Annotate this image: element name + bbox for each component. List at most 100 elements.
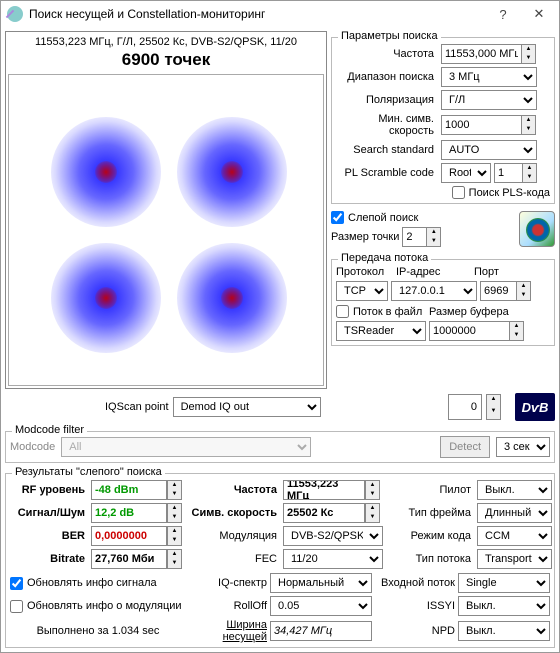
- range-label: Диапазон поиска: [336, 71, 438, 83]
- freq-input[interactable]: ▲▼: [441, 44, 536, 64]
- constellation-canvas: [8, 74, 324, 386]
- cluster-tl: [51, 117, 161, 227]
- npd-select[interactable]: Выкл.: [458, 621, 550, 641]
- ber-input[interactable]: 0,0000000▲▼: [91, 526, 187, 546]
- npd-label: NPD: [375, 625, 455, 637]
- done-label: Выполнено за 1.034 sec: [10, 625, 186, 637]
- detect-button: Detect: [440, 436, 490, 458]
- ip-select[interactable]: 127.0.0.1: [391, 281, 477, 301]
- results-group: Результаты "слепого" поиска RF уровень -…: [5, 473, 555, 648]
- rf-input[interactable]: -48 dBm▲▼: [91, 480, 187, 500]
- issyi-label: ISSYI: [375, 600, 455, 612]
- modcode-group: Modcode filter Modcode All Detect 3 сек: [5, 431, 555, 463]
- plscr-num[interactable]: ▲▼: [494, 163, 537, 183]
- mod-select[interactable]: DVB-S2/QPSK: [283, 526, 383, 546]
- resfreq-input[interactable]: 11553,223 МГц▲▼: [283, 480, 385, 500]
- codemode-select[interactable]: CCM: [477, 526, 552, 546]
- bufsize-input[interactable]: ▲▼: [429, 321, 524, 341]
- snr-input[interactable]: 12,2 dB▲▼: [91, 503, 187, 523]
- proto-select[interactable]: TCP: [336, 281, 388, 301]
- ber-label: BER: [10, 530, 88, 542]
- streamtype-label: Тип потока: [388, 553, 474, 565]
- instream-label: Входной поток: [375, 577, 455, 589]
- iqscan-select[interactable]: Demod IQ out: [173, 397, 321, 417]
- snr-label: Сигнал/Шум: [10, 507, 88, 519]
- std-select[interactable]: AUTO: [441, 140, 537, 160]
- right-panel: Параметры поиска Частота ▲▼ Диапазон пои…: [331, 31, 555, 389]
- content: 11553,223 МГц, Г/Л, 25502 Кс, DVB-S2/QPS…: [1, 27, 559, 652]
- blind-search-checkbox[interactable]: Слепой поиск: [331, 211, 418, 224]
- mod-label: Модуляция: [190, 530, 280, 542]
- frame-select[interactable]: Длинный: [477, 503, 552, 523]
- upd-mod-checkbox[interactable]: Обновлять инфо о модуляции: [10, 600, 186, 613]
- modcode-legend: Modcode filter: [12, 424, 87, 436]
- titlebar: Поиск несущей и Constellation-мониторинг…: [1, 1, 559, 27]
- pilot-label: Пилот: [388, 484, 474, 496]
- app-icon: [7, 6, 23, 22]
- freq-label: Частота: [336, 48, 438, 60]
- resfreq-label: Частота: [190, 484, 280, 496]
- pointsize-label: Размер точки: [331, 231, 399, 243]
- modcode-select: All: [61, 437, 311, 457]
- iqscan-label: IQScan point: [105, 401, 169, 413]
- stream-group: Передача потока Протокол IP-адрес Порт T…: [331, 259, 555, 346]
- constellation-info: 11553,223 МГц, Г/Л, 25502 Кс, DVB-S2/QPS…: [35, 36, 297, 48]
- null-readout: 0: [448, 394, 482, 420]
- port-input[interactable]: ▲▼: [480, 281, 531, 301]
- fec-select[interactable]: 11/20: [283, 549, 383, 569]
- pol-select[interactable]: Г/Л: [441, 90, 537, 110]
- iqscan-row: IQScan point Demod IQ out 0 ▲▼ DѵB: [5, 393, 555, 421]
- null-down[interactable]: ▼: [487, 407, 500, 419]
- minsr-input[interactable]: ▲▼: [441, 115, 536, 135]
- pls-search-checkbox[interactable]: Поиск PLS-кода: [452, 186, 550, 199]
- port-label: Порт: [474, 266, 499, 278]
- pilot-select[interactable]: Выкл.: [477, 480, 552, 500]
- main-window: Поиск несущей и Constellation-мониторинг…: [0, 0, 560, 653]
- detect-time-select[interactable]: 3 сек: [496, 437, 550, 457]
- plscr-label: PL Scramble code: [336, 167, 438, 179]
- cluster-tr: [177, 117, 287, 227]
- br-label: Bitrate: [10, 553, 88, 565]
- null-up[interactable]: ▲: [487, 395, 500, 407]
- ip-label: IP-адрес: [396, 266, 466, 278]
- streamtype-select[interactable]: Transport: [477, 549, 552, 569]
- iqspec-label: IQ-спектр: [189, 577, 267, 589]
- plscr-select[interactable]: Root: [441, 163, 491, 183]
- tofile-checkbox[interactable]: Поток в файл: [336, 305, 426, 318]
- sr-label: Симв. скорость: [190, 507, 280, 519]
- rolloff-label: RollOff: [189, 600, 267, 612]
- rolloff-select[interactable]: 0.05: [270, 596, 372, 616]
- bw-input[interactable]: [270, 621, 372, 641]
- proto-label: Протокол: [336, 266, 388, 278]
- sr-input[interactable]: 25502 Кс▲▼: [283, 503, 385, 523]
- stream-legend: Передача потока: [338, 252, 431, 264]
- br-input[interactable]: 27,760 Мби▲▼: [91, 549, 187, 569]
- minsr-label: Мин. симв. скорость: [336, 113, 438, 137]
- pol-label: Поляризация: [336, 94, 438, 106]
- fec-label: FEC: [190, 553, 280, 565]
- results-legend: Результаты "слепого" поиска: [12, 466, 165, 478]
- bufsize-label: Размер буфера: [429, 306, 509, 318]
- close-button[interactable]: ✕: [521, 1, 557, 27]
- cluster-bl: [51, 243, 161, 353]
- constellation-panel: 11553,223 МГц, Г/Л, 25502 Кс, DVB-S2/QPS…: [5, 31, 327, 389]
- rf-label: RF уровень: [10, 484, 88, 496]
- search-legend: Параметры поиска: [338, 30, 441, 42]
- pointsize-input[interactable]: ▲▼: [402, 227, 441, 247]
- search-params-group: Параметры поиска Частота ▲▼ Диапазон пои…: [331, 37, 555, 204]
- codemode-label: Режим кода: [388, 530, 474, 542]
- range-select[interactable]: 3 МГц: [441, 67, 537, 87]
- app-logo-icon: [519, 211, 555, 247]
- std-label: Search standard: [336, 144, 438, 156]
- help-button[interactable]: ?: [485, 1, 521, 27]
- upd-sig-checkbox[interactable]: Обновлять инфо сигнала: [10, 577, 186, 590]
- iqspec-select[interactable]: Нормальный: [270, 573, 372, 593]
- instream-select[interactable]: Single: [458, 573, 550, 593]
- modcode-label: Modcode: [10, 441, 55, 453]
- bw-label: Ширина несущей: [189, 619, 267, 643]
- frame-label: Тип фрейма: [388, 507, 474, 519]
- reader-select[interactable]: TSReader: [336, 321, 426, 341]
- issyi-select[interactable]: Выкл.: [458, 596, 550, 616]
- cluster-br: [177, 243, 287, 353]
- dvb-logo-icon: DѵB: [515, 393, 555, 421]
